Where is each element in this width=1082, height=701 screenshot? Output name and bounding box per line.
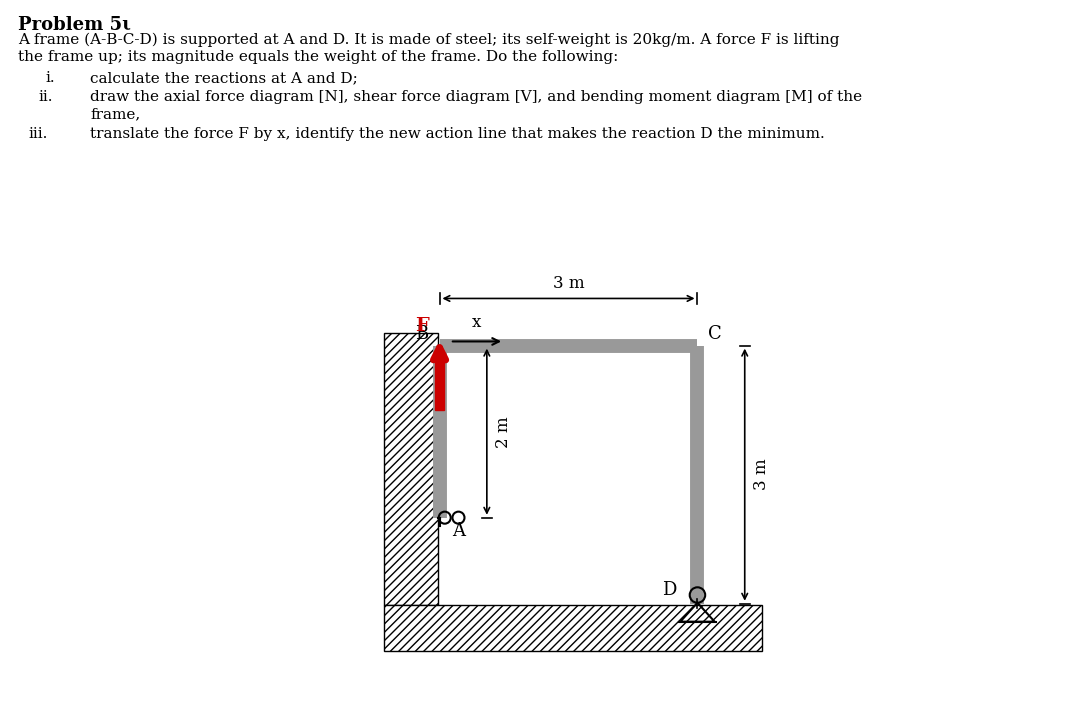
FancyBboxPatch shape — [384, 333, 438, 606]
Text: x: x — [472, 314, 481, 331]
Text: A frame (A-B-C-D) is supported at A and D. It is made of steel; its self-weight : A frame (A-B-C-D) is supported at A and … — [18, 33, 840, 48]
Text: iii.: iii. — [28, 127, 48, 141]
Text: F: F — [414, 318, 428, 335]
Text: B: B — [415, 325, 428, 343]
Text: i.: i. — [45, 71, 54, 85]
Text: Problem 5ι: Problem 5ι — [18, 16, 131, 34]
Text: 3 m: 3 m — [553, 275, 584, 292]
Bar — [435, 353, 444, 410]
Text: C: C — [708, 325, 722, 343]
Text: draw the axial force diagram [N], shear force diagram [V], and bending moment di: draw the axial force diagram [N], shear … — [90, 90, 862, 104]
Text: A: A — [452, 522, 465, 540]
Text: translate the force F by x, identify the new action line that makes the reaction: translate the force F by x, identify the… — [90, 127, 824, 141]
Text: frame,: frame, — [90, 107, 141, 121]
Text: the frame up; its magnitude equals the weight of the frame. Do the following:: the frame up; its magnitude equals the w… — [18, 50, 619, 64]
FancyBboxPatch shape — [384, 606, 762, 651]
Text: 3 m: 3 m — [753, 459, 770, 491]
Text: ii.: ii. — [38, 90, 53, 104]
Text: 2 m: 2 m — [496, 416, 513, 447]
Text: calculate the reactions at A and D;: calculate the reactions at A and D; — [90, 71, 358, 85]
Text: D: D — [661, 581, 676, 599]
